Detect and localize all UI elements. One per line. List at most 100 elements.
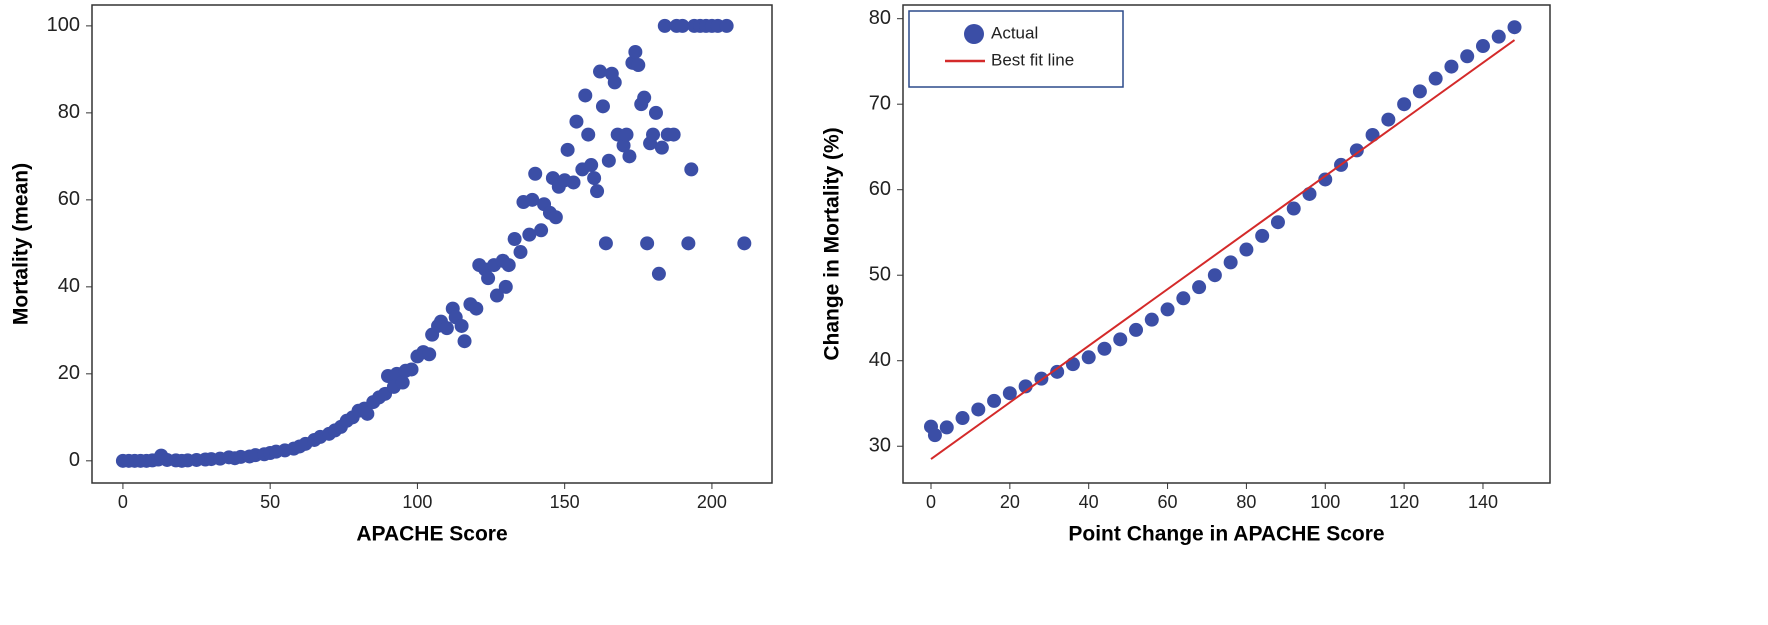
point — [1475, 39, 1490, 54]
point — [525, 192, 540, 207]
y-tick-label: 0 — [69, 449, 80, 471]
x-tick-label: 50 — [260, 492, 280, 512]
legend-swatch — [964, 24, 984, 44]
point — [616, 138, 631, 153]
point — [507, 231, 522, 246]
point — [1002, 386, 1017, 401]
point — [1428, 71, 1443, 86]
point — [595, 99, 610, 114]
point — [593, 64, 608, 79]
point — [719, 18, 734, 33]
point — [548, 210, 563, 225]
fit-line — [930, 39, 1516, 460]
point — [1381, 112, 1396, 127]
point — [654, 140, 669, 155]
x-tick-label: 80 — [1236, 492, 1256, 512]
y-tick-label: 60 — [869, 178, 891, 200]
point — [1286, 201, 1301, 216]
point — [481, 271, 496, 286]
point — [1129, 322, 1144, 337]
point — [584, 158, 599, 173]
x-tick-label: 0 — [118, 492, 128, 512]
point — [1349, 143, 1364, 158]
x-tick-label: 40 — [1079, 492, 1099, 512]
point — [489, 288, 504, 303]
point — [501, 258, 516, 273]
point — [566, 175, 581, 190]
point — [646, 127, 661, 142]
x-tick-label: 120 — [1389, 492, 1419, 512]
x-axis-label: APACHE Score — [356, 523, 507, 546]
point — [631, 58, 646, 73]
point — [1113, 332, 1128, 347]
point — [651, 266, 666, 281]
point — [422, 347, 437, 362]
point — [439, 321, 454, 336]
x-tick-label: 100 — [402, 492, 432, 512]
point — [1365, 127, 1380, 142]
point — [927, 428, 942, 443]
point — [360, 406, 375, 421]
legend-label: Best fit line — [991, 50, 1074, 69]
y-tick-label: 70 — [869, 92, 891, 114]
point — [607, 75, 622, 90]
point — [1018, 379, 1033, 394]
point — [737, 236, 752, 251]
point — [955, 411, 970, 426]
point — [454, 318, 469, 333]
point — [1397, 97, 1412, 112]
point — [1192, 280, 1207, 295]
point — [1460, 49, 1475, 64]
point — [622, 149, 637, 164]
x-axis-label: Point Change in APACHE Score — [1068, 523, 1384, 546]
point — [971, 402, 986, 417]
point — [628, 44, 643, 59]
point — [1255, 228, 1270, 243]
point — [1412, 84, 1427, 99]
point — [657, 18, 672, 33]
point — [590, 184, 605, 199]
point — [648, 105, 663, 120]
legend-label: Actual — [991, 23, 1038, 42]
y-tick-label: 100 — [47, 14, 80, 36]
point — [1507, 20, 1522, 35]
point — [637, 90, 652, 105]
point — [640, 236, 655, 251]
point — [528, 166, 543, 181]
point — [681, 236, 696, 251]
y-tick-label: 40 — [58, 275, 80, 297]
point — [1144, 312, 1159, 327]
point — [522, 227, 537, 242]
point — [675, 18, 690, 33]
x-tick-label: 200 — [697, 492, 727, 512]
point — [939, 420, 954, 435]
chart: 0 50 100 150 200 0 20 40 60 80 100 APACHE Score Mort… — [10, 4, 773, 546]
point — [1444, 59, 1459, 74]
point — [666, 127, 681, 142]
plot-frame — [91, 4, 773, 484]
y-axis-label: Mortality (mean) — [10, 163, 33, 325]
x-tick-label: 20 — [1000, 492, 1020, 512]
point — [581, 127, 596, 142]
y-tick-label: 60 — [58, 188, 80, 210]
point — [404, 362, 419, 377]
x-tick-label: 150 — [550, 492, 580, 512]
point — [1207, 268, 1222, 283]
point — [1160, 302, 1175, 317]
y-tick-label: 40 — [869, 349, 891, 371]
point — [498, 279, 513, 294]
point — [1097, 341, 1112, 356]
point — [1065, 357, 1080, 372]
point — [1081, 350, 1096, 365]
point — [987, 393, 1002, 408]
y-tick-label: 50 — [869, 263, 891, 285]
y-axis-label: Change in Mortality (%) — [821, 127, 844, 360]
point — [619, 127, 634, 142]
y-tick-label: 80 — [869, 7, 891, 29]
point — [534, 223, 549, 238]
point — [1302, 186, 1317, 201]
point — [1223, 255, 1238, 270]
x-tick-label: 60 — [1158, 492, 1178, 512]
point — [569, 114, 584, 129]
